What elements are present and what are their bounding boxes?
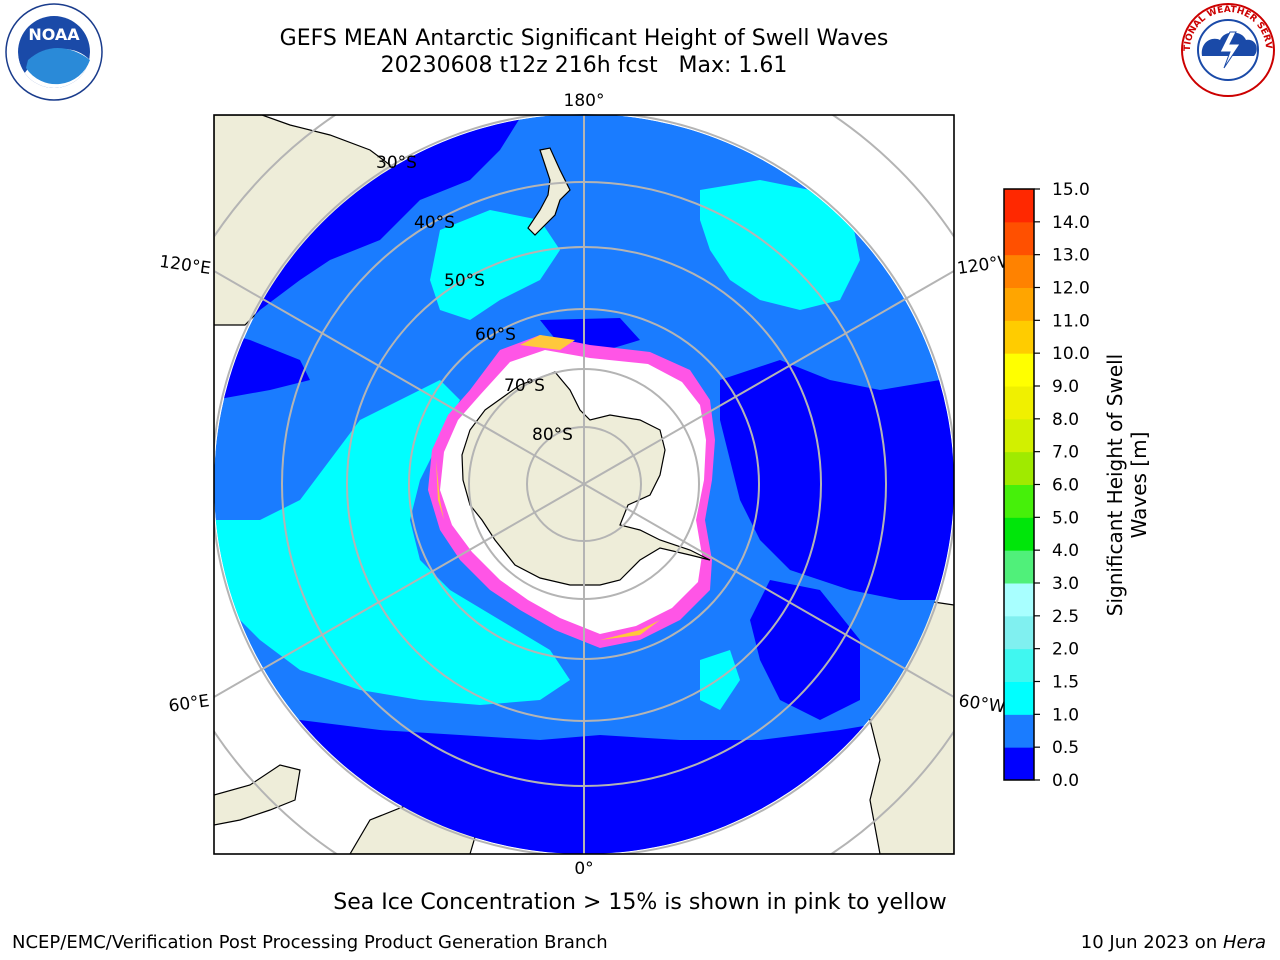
svg-text:NOAA: NOAA — [28, 25, 80, 44]
colorbar-segment — [1004, 221, 1034, 256]
chart-subtitle: 20230608 t12z 216h fcst Max: 1.61 — [380, 53, 788, 78]
colorbar-tick-label: 0.0 — [1052, 771, 1079, 791]
colorbar-tick-label: 10.0 — [1052, 344, 1090, 364]
colorbar-tick-label: 3.0 — [1052, 574, 1079, 594]
colorbar-tick-label: 4.0 — [1052, 541, 1079, 561]
colorbar-tick-label: 8.0 — [1052, 410, 1079, 430]
map-frame — [213, 114, 955, 855]
lat-label-30s: 30°S — [376, 153, 417, 173]
colorbar-segment — [1004, 484, 1034, 518]
colorbar-segment — [1004, 189, 1034, 223]
colorbar-segment — [1004, 517, 1034, 551]
colorbar-tick-label: 7.0 — [1052, 443, 1079, 463]
colorbar-segment — [1004, 451, 1034, 485]
colorbar-segment — [1004, 320, 1034, 354]
footer-left: NCEP/EMC/Verification Post Processing Pr… — [12, 932, 608, 953]
colorbar-segment — [1004, 254, 1034, 288]
colorbar-tick-label: 5.0 — [1052, 508, 1079, 528]
colorbar-tick-label: 1.5 — [1052, 673, 1079, 693]
colorbar-tick-label: 2.5 — [1052, 607, 1079, 627]
noaa-logo-icon: NOAA — [5, 3, 103, 101]
lat-label-40s: 40°S — [414, 213, 455, 233]
colorbar-segment — [1004, 418, 1034, 453]
lon-label-120e: 120°E — [158, 252, 212, 279]
lon-label-60e: 60°E — [167, 691, 210, 716]
lat-label-50s: 50°S — [444, 271, 485, 291]
colorbar — [1004, 189, 1034, 781]
colorbar-segment — [1004, 287, 1034, 321]
colorbar-ticks: 0.0 0.5 1.0 1.5 2.0 2.5 3.0 4.0 5.0 6.0 7.0 8.0 9.0 1… — [1034, 180, 1090, 791]
lon-label-0: 0° — [574, 859, 593, 879]
colorbar-tick-label: 1.0 — [1052, 705, 1079, 725]
lat-label-70s: 70°S — [504, 376, 545, 396]
colorbar-tick-label: 6.0 — [1052, 476, 1079, 496]
sea-ice-caption: Sea Ice Concentration > 15% is shown in … — [333, 890, 947, 915]
colorbar-tick-label: 2.0 — [1052, 640, 1079, 660]
colorbar-tick-label: 12.0 — [1052, 279, 1090, 299]
colorbar-title-line2: Waves [m] — [1127, 431, 1151, 539]
colorbar-segment — [1004, 747, 1034, 781]
graticule — [214, 115, 954, 854]
colorbar-segment — [1004, 681, 1034, 715]
colorbar-segment — [1004, 550, 1034, 584]
nws-logo-icon: NATIONAL WEATHER SERVICE — [1178, 2, 1275, 97]
colorbar-segment — [1004, 615, 1034, 650]
colorbar-title-line1: Significant Height of Swell — [1103, 353, 1127, 617]
colorbar-segment — [1004, 583, 1034, 617]
colorbar-segment — [1004, 386, 1034, 420]
colorbar-title: Significant Height of Swell Waves [m] — [1103, 354, 1151, 616]
footer-date: 10 Jun 2023 on — [1080, 932, 1223, 953]
colorbar-tick-label: 0.5 — [1052, 738, 1079, 758]
colorbar-tick-label: 15.0 — [1052, 180, 1090, 200]
chart-title: GEFS MEAN Antarctic Significant Height o… — [279, 26, 889, 51]
lat-label-60s: 60°S — [475, 325, 516, 345]
colorbar-tick-label: 9.0 — [1052, 377, 1079, 397]
colorbar-segment — [1004, 648, 1034, 682]
colorbar-tick-label: 14.0 — [1052, 213, 1090, 233]
colorbar-tick-label: 11.0 — [1052, 311, 1090, 331]
colorbar-segment — [1004, 714, 1034, 748]
lon-label-60w: 60°W — [957, 691, 1006, 717]
lon-label-180: 180° — [564, 91, 605, 111]
lat-label-80s: 80°S — [532, 425, 573, 445]
footer-host: Hera — [1222, 932, 1266, 953]
footer-right: 10 Jun 2023 on Hera — [1081, 932, 1266, 953]
colorbar-tick-label: 13.0 — [1052, 246, 1090, 266]
colorbar-segment — [1004, 353, 1034, 387]
